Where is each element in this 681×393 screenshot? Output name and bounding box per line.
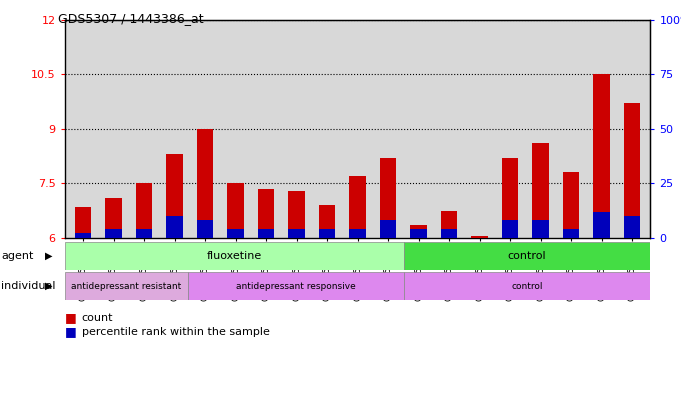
Bar [404,242,650,270]
Bar [410,229,427,238]
Bar [105,198,122,238]
Bar [404,272,650,300]
Bar [288,229,305,238]
Bar [502,158,518,238]
Text: ▶: ▶ [45,281,52,291]
Bar [532,143,549,238]
Bar [105,229,122,238]
Text: control: control [508,251,546,261]
Bar [624,103,640,238]
Bar [441,211,458,238]
Bar [227,183,244,238]
Bar [624,216,640,238]
Bar [197,220,213,238]
Text: ▶: ▶ [45,251,52,261]
Bar [563,172,580,238]
Bar [593,74,610,238]
Bar [257,229,274,238]
Text: control: control [511,282,543,290]
Bar [502,220,518,238]
Bar [563,229,580,238]
Bar [441,229,458,238]
Bar [288,191,305,238]
Text: antidepressant responsive: antidepressant responsive [236,282,355,290]
Text: antidepressant resistant: antidepressant resistant [72,282,181,290]
Bar [532,220,549,238]
Text: GDS5307 / 1443386_at: GDS5307 / 1443386_at [58,12,204,25]
Bar [65,242,404,270]
Bar [379,158,396,238]
Bar [227,229,244,238]
Bar [471,236,488,238]
Text: fluoxetine: fluoxetine [206,251,262,261]
Bar [188,272,404,300]
Bar [319,229,336,238]
Bar [379,220,396,238]
Bar [166,216,183,238]
Bar [410,225,427,238]
Bar [75,207,91,238]
Bar [136,229,153,238]
Bar [75,233,91,238]
Bar [319,205,336,238]
Bar [593,211,610,238]
Bar [349,229,366,238]
Text: count: count [82,313,113,323]
Bar [166,154,183,238]
Bar [197,129,213,238]
Bar [257,189,274,238]
Text: ■: ■ [65,325,76,338]
Text: percentile rank within the sample: percentile rank within the sample [82,327,270,337]
Bar [349,176,366,238]
Text: individual: individual [1,281,56,291]
Text: agent: agent [1,251,34,261]
Text: ■: ■ [65,311,76,325]
Bar [136,183,153,238]
Bar [65,272,188,300]
